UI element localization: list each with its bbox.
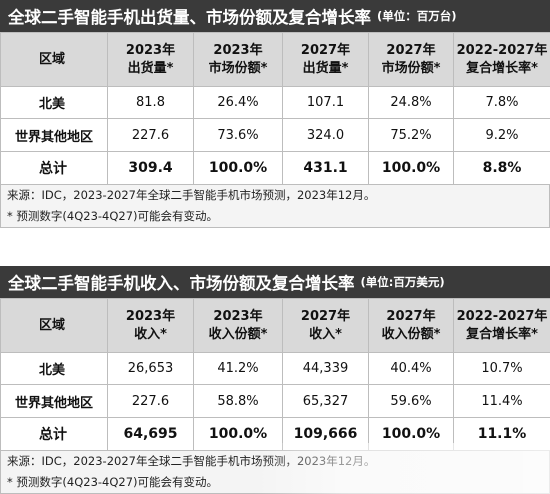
- revenue-table-section: 全球二手智能手机收入、市场份额及复合增长率 (单位:百万美元) 区域 2023年…: [0, 266, 550, 494]
- value-cell: 40.4%: [368, 352, 454, 385]
- value-cell: 324.0: [282, 118, 369, 152]
- forecast-note: * 预测数字(4Q23-4Q27)可能会有变动。: [7, 209, 219, 223]
- source-note: 来源：IDC，2023-2027年全球二手智能手机市场预测，2023年12月。: [7, 188, 376, 202]
- value-cell: 107.1: [282, 86, 369, 119]
- value-cell: 7.8%: [453, 86, 550, 119]
- value-cell: 64,695: [107, 417, 194, 451]
- column-header-region: 区域: [0, 298, 108, 353]
- table-row: 世界其他地区 227.6 58.8% 65,327 59.6% 11.4%: [0, 384, 550, 418]
- region-cell: 世界其他地区: [0, 384, 108, 418]
- value-cell: 73.6%: [193, 118, 283, 152]
- value-cell: 59.6%: [368, 384, 454, 418]
- value-cell: 9.2%: [453, 118, 550, 152]
- column-header: 2027年 市场份额*: [368, 32, 454, 87]
- table-row: 世界其他地区 227.6 73.6% 324.0 75.2% 9.2%: [0, 118, 550, 152]
- value-cell: 11.4%: [453, 384, 550, 418]
- region-cell: 北美: [0, 352, 108, 385]
- value-cell: 100.0%: [368, 151, 454, 185]
- table-header-row: 区域 2023年 收入* 2023年 收入份额* 2027年 收入* 2027年 收入份…: [0, 298, 550, 353]
- value-cell: 227.6: [107, 118, 194, 152]
- value-cell: 109,666: [282, 417, 369, 451]
- value-cell: 100.0%: [193, 417, 283, 451]
- table-title-bar: 全球二手智能手机收入、市场份额及复合增长率 (单位:百万美元): [0, 266, 550, 298]
- table-unit: (单位：百万台): [377, 9, 457, 23]
- column-header-region: 区域: [0, 32, 108, 87]
- value-cell: 431.1: [282, 151, 369, 185]
- table-title-bar: 全球二手智能手机出货量、市场份额及复合增长率 (单位：百万台): [0, 0, 550, 32]
- column-header: 2022-2027年 复合增长率*: [453, 298, 550, 353]
- region-cell: 总计: [0, 417, 108, 451]
- table-row: 北美 26,653 41.2% 44,339 40.4% 10.7%: [0, 352, 550, 385]
- table-title: 全球二手智能手机收入、市场份额及复合增长率: [8, 274, 355, 293]
- column-header: 2027年 出货量*: [282, 32, 369, 87]
- value-cell: 58.8%: [193, 384, 283, 418]
- revenue-table: 区域 2023年 收入* 2023年 收入份额* 2027年 收入* 2027年 收入份…: [0, 298, 550, 451]
- forecast-note: * 预测数字(4Q23-4Q27)可能会有变动。: [7, 475, 219, 489]
- column-header: 2027年 收入份额*: [368, 298, 454, 353]
- value-cell: 11.1%: [453, 417, 550, 451]
- table-row: 北美 81.8 26.4% 107.1 24.8% 7.8%: [0, 86, 550, 119]
- value-cell: 100.0%: [368, 417, 454, 451]
- column-header: 2027年 收入*: [282, 298, 369, 353]
- value-cell: 65,327: [282, 384, 369, 418]
- value-cell: 26,653: [107, 352, 194, 385]
- region-cell: 北美: [0, 86, 108, 119]
- table-total-row: 总计 64,695 100.0% 109,666 100.0% 11.1%: [0, 417, 550, 451]
- value-cell: 100.0%: [193, 151, 283, 185]
- table-unit: (单位:百万美元): [360, 275, 445, 289]
- value-cell: 227.6: [107, 384, 194, 418]
- value-cell: 10.7%: [453, 352, 550, 385]
- value-cell: 8.8%: [453, 151, 550, 185]
- shipments-table-section: 全球二手智能手机出货量、市场份额及复合增长率 (单位：百万台) 区域 2023年…: [0, 0, 550, 228]
- value-cell: 41.2%: [193, 352, 283, 385]
- table-total-row: 总计 309.4 100.0% 431.1 100.0% 8.8%: [0, 151, 550, 185]
- value-cell: 24.8%: [368, 86, 454, 119]
- column-header: 2023年 出货量*: [107, 32, 194, 87]
- column-header: 2023年 市场份额*: [193, 32, 283, 87]
- value-cell: 44,339: [282, 352, 369, 385]
- table-footer: 来源：IDC，2023-2027年全球二手智能手机市场预测，2023年12月。 …: [0, 451, 550, 494]
- column-header: 2023年 收入份额*: [193, 298, 283, 353]
- value-cell: 81.8: [107, 86, 194, 119]
- column-header: 2023年 收入*: [107, 298, 194, 353]
- column-header: 2022-2027年 复合增长率*: [453, 32, 550, 87]
- value-cell: 75.2%: [368, 118, 454, 152]
- source-note: 来源：IDC，2023-2027年全球二手智能手机市场预测，2023年12月。: [7, 454, 376, 468]
- region-cell: 总计: [0, 151, 108, 185]
- region-cell: 世界其他地区: [0, 118, 108, 152]
- table-header-row: 区域 2023年 出货量* 2023年 市场份额* 2027年 出货量* 2027年市…: [0, 32, 550, 87]
- table-footer: 来源：IDC，2023-2027年全球二手智能手机市场预测，2023年12月。 …: [0, 185, 550, 228]
- shipments-table: 区域 2023年 出货量* 2023年 市场份额* 2027年 出货量* 2027年市…: [0, 32, 550, 185]
- table-title: 全球二手智能手机出货量、市场份额及复合增长率: [8, 8, 371, 27]
- value-cell: 26.4%: [193, 86, 283, 119]
- value-cell: 309.4: [107, 151, 194, 185]
